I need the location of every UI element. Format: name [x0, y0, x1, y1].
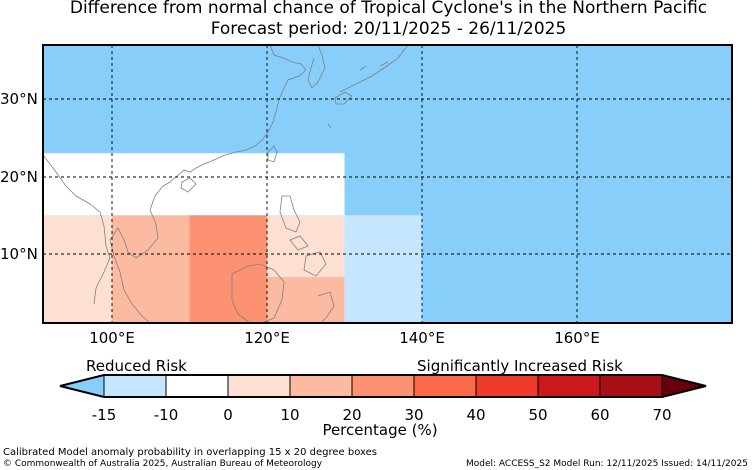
graticule: [43, 45, 732, 323]
colorbar: [59, 374, 707, 398]
coastline-visayas: [289, 235, 309, 251]
coastline-japan: [339, 45, 409, 93]
anomaly-cell: [344, 215, 422, 323]
coastline-luzon: [279, 195, 301, 233]
footer-description: Calibrated Model anomaly probability in …: [3, 447, 378, 458]
coastline-sulawesi: [317, 291, 335, 323]
coastline-taiwan: [267, 145, 278, 163]
coastline-borneo: [231, 263, 285, 323]
lon-label-160e: 160°E: [554, 329, 600, 347]
reduced-risk-label: Reduced Risk: [86, 357, 187, 375]
coastline-kyushu: [334, 91, 353, 105]
coastline-islands: [327, 61, 389, 129]
map-title: Difference from normal chance of Tropica…: [69, 0, 708, 18]
footer-model-info: Model: ACCESS_S2 Model Run: 12/11/2025 I…: [466, 459, 748, 469]
anomaly-cell: [189, 215, 267, 323]
anomaly-cell: [267, 277, 345, 323]
coastline-myanmar: [43, 154, 111, 305]
colorbar-under-arrow: [60, 375, 104, 397]
coastline-mindanao: [303, 251, 327, 277]
lat-label-10n: 10°N: [0, 245, 38, 263]
colorbar-tick: 10: [280, 406, 300, 424]
colorbar-tick: 40: [466, 406, 486, 424]
colorbar-outline: [59, 374, 707, 398]
colorbar-over-arrow: [662, 375, 706, 397]
lat-label-30n: 30°N: [0, 90, 38, 108]
lon-label-100e: 100°E: [89, 329, 135, 347]
colorbar-bin: [475, 374, 539, 398]
lat-label-20n: 20°N: [0, 168, 38, 186]
coastline-korea: [307, 45, 326, 89]
coastline-china: [162, 45, 307, 187]
coastlines: [43, 45, 409, 323]
colorbar-bin: [351, 374, 415, 398]
coastline-hainan: [180, 177, 197, 193]
colorbar-bin: [413, 374, 477, 398]
colorbar-bin: [165, 374, 229, 398]
colorbar-tick: 20: [342, 406, 362, 424]
colorbar-tick: 0: [223, 406, 233, 424]
lon-label-120e: 120°E: [244, 329, 290, 347]
colorbar-bin: [227, 374, 291, 398]
anomaly-cell: [43, 153, 345, 216]
anomaly-cell: [267, 215, 345, 278]
colorbar-tick: 50: [528, 406, 548, 424]
colorbar-tick: 60: [590, 406, 610, 424]
colorbar-bin: [537, 374, 601, 398]
colorbar-bin: [103, 374, 167, 398]
lon-label-140e: 140°E: [399, 329, 445, 347]
colorbar-bin: [289, 374, 353, 398]
footer-copyright: © Commonwealth of Australia 2025, Austra…: [3, 459, 323, 469]
anomaly-cell: [112, 215, 190, 323]
colorbar-tick: 30: [404, 406, 424, 424]
forecast-period: Forecast period: 20/11/2025 - 26/11/2025: [210, 19, 567, 39]
colorbar-tick: 70: [652, 406, 672, 424]
colorbar-unit-label: Percentage (%): [322, 421, 438, 439]
colorbar-tick: -10: [153, 406, 179, 424]
anomaly-cell: [43, 215, 112, 323]
map-plot-area: [43, 45, 732, 323]
increased-risk-label: Significantly Increased Risk: [417, 357, 623, 375]
coastline-indochina: [109, 185, 164, 323]
colorbar-tick: -15: [91, 406, 117, 424]
map-frame: [42, 44, 733, 324]
colorbar-bin: [599, 374, 663, 398]
